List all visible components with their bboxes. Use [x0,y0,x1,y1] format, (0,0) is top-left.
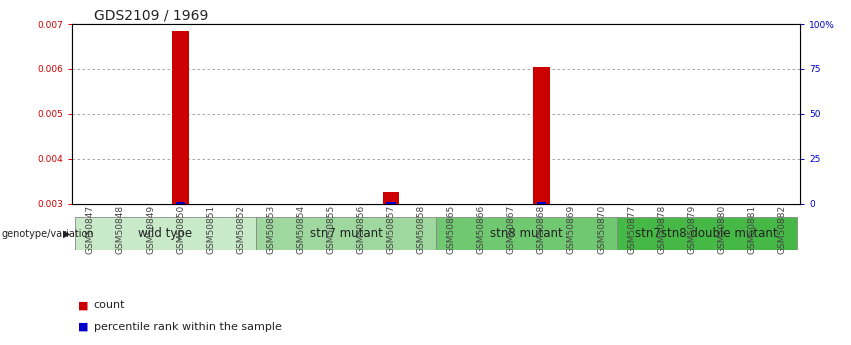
Text: ■: ■ [78,322,89,332]
Bar [256,217,436,250]
Text: stn7 mutant: stn7 mutant [310,227,382,240]
Text: stn8 mutant: stn8 mutant [490,227,563,240]
Bar [176,203,186,204]
Bar [533,67,550,204]
Text: count: count [94,300,125,310]
Bar [383,193,399,204]
Bar [76,217,256,250]
Bar [172,31,189,204]
Text: genotype/variation: genotype/variation [2,229,94,239]
Bar [436,217,616,250]
Text: stn7stn8 double mutant: stn7stn8 double mutant [636,227,778,240]
Text: percentile rank within the sample: percentile rank within the sample [94,322,282,332]
Text: GDS2109 / 1969: GDS2109 / 1969 [94,9,208,23]
Text: ■: ■ [78,300,89,310]
Text: ▶: ▶ [63,229,71,239]
Bar [537,203,546,204]
Bar [386,203,396,204]
Bar [616,217,797,250]
Text: wild type: wild type [139,227,192,240]
